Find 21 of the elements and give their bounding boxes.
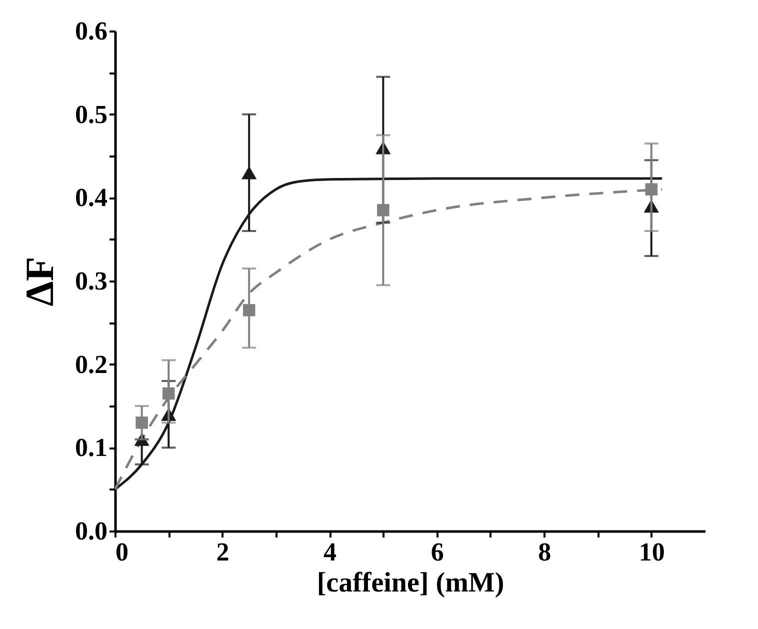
y-tick-label: 0.5 [75,100,108,129]
x-tick-label: 8 [538,538,552,566]
x-axis-title: [caffeine] (mM) [316,568,504,598]
x-tick-label: 2 [216,538,230,566]
x-tick-label: 6 [430,538,444,566]
y-tick-label: 0.1 [75,433,108,462]
x-tick-label: 0 [116,538,128,566]
x-tick-label: 10 [638,538,665,566]
x-tick-label: 4 [324,538,337,566]
y-tick-label: 0.0 [75,516,108,546]
y-tick-label: 0.4 [75,183,108,212]
y-axis-title: ΔF [17,256,62,306]
point [242,304,256,316]
point [377,204,390,216]
y-tick-label: 0.3 [75,266,108,296]
point [162,387,175,400]
y-tick-label: 0.6 [75,16,108,46]
point [136,416,148,429]
y-tick-label: 0.2 [75,350,108,379]
point [645,183,658,196]
point [242,166,257,180]
